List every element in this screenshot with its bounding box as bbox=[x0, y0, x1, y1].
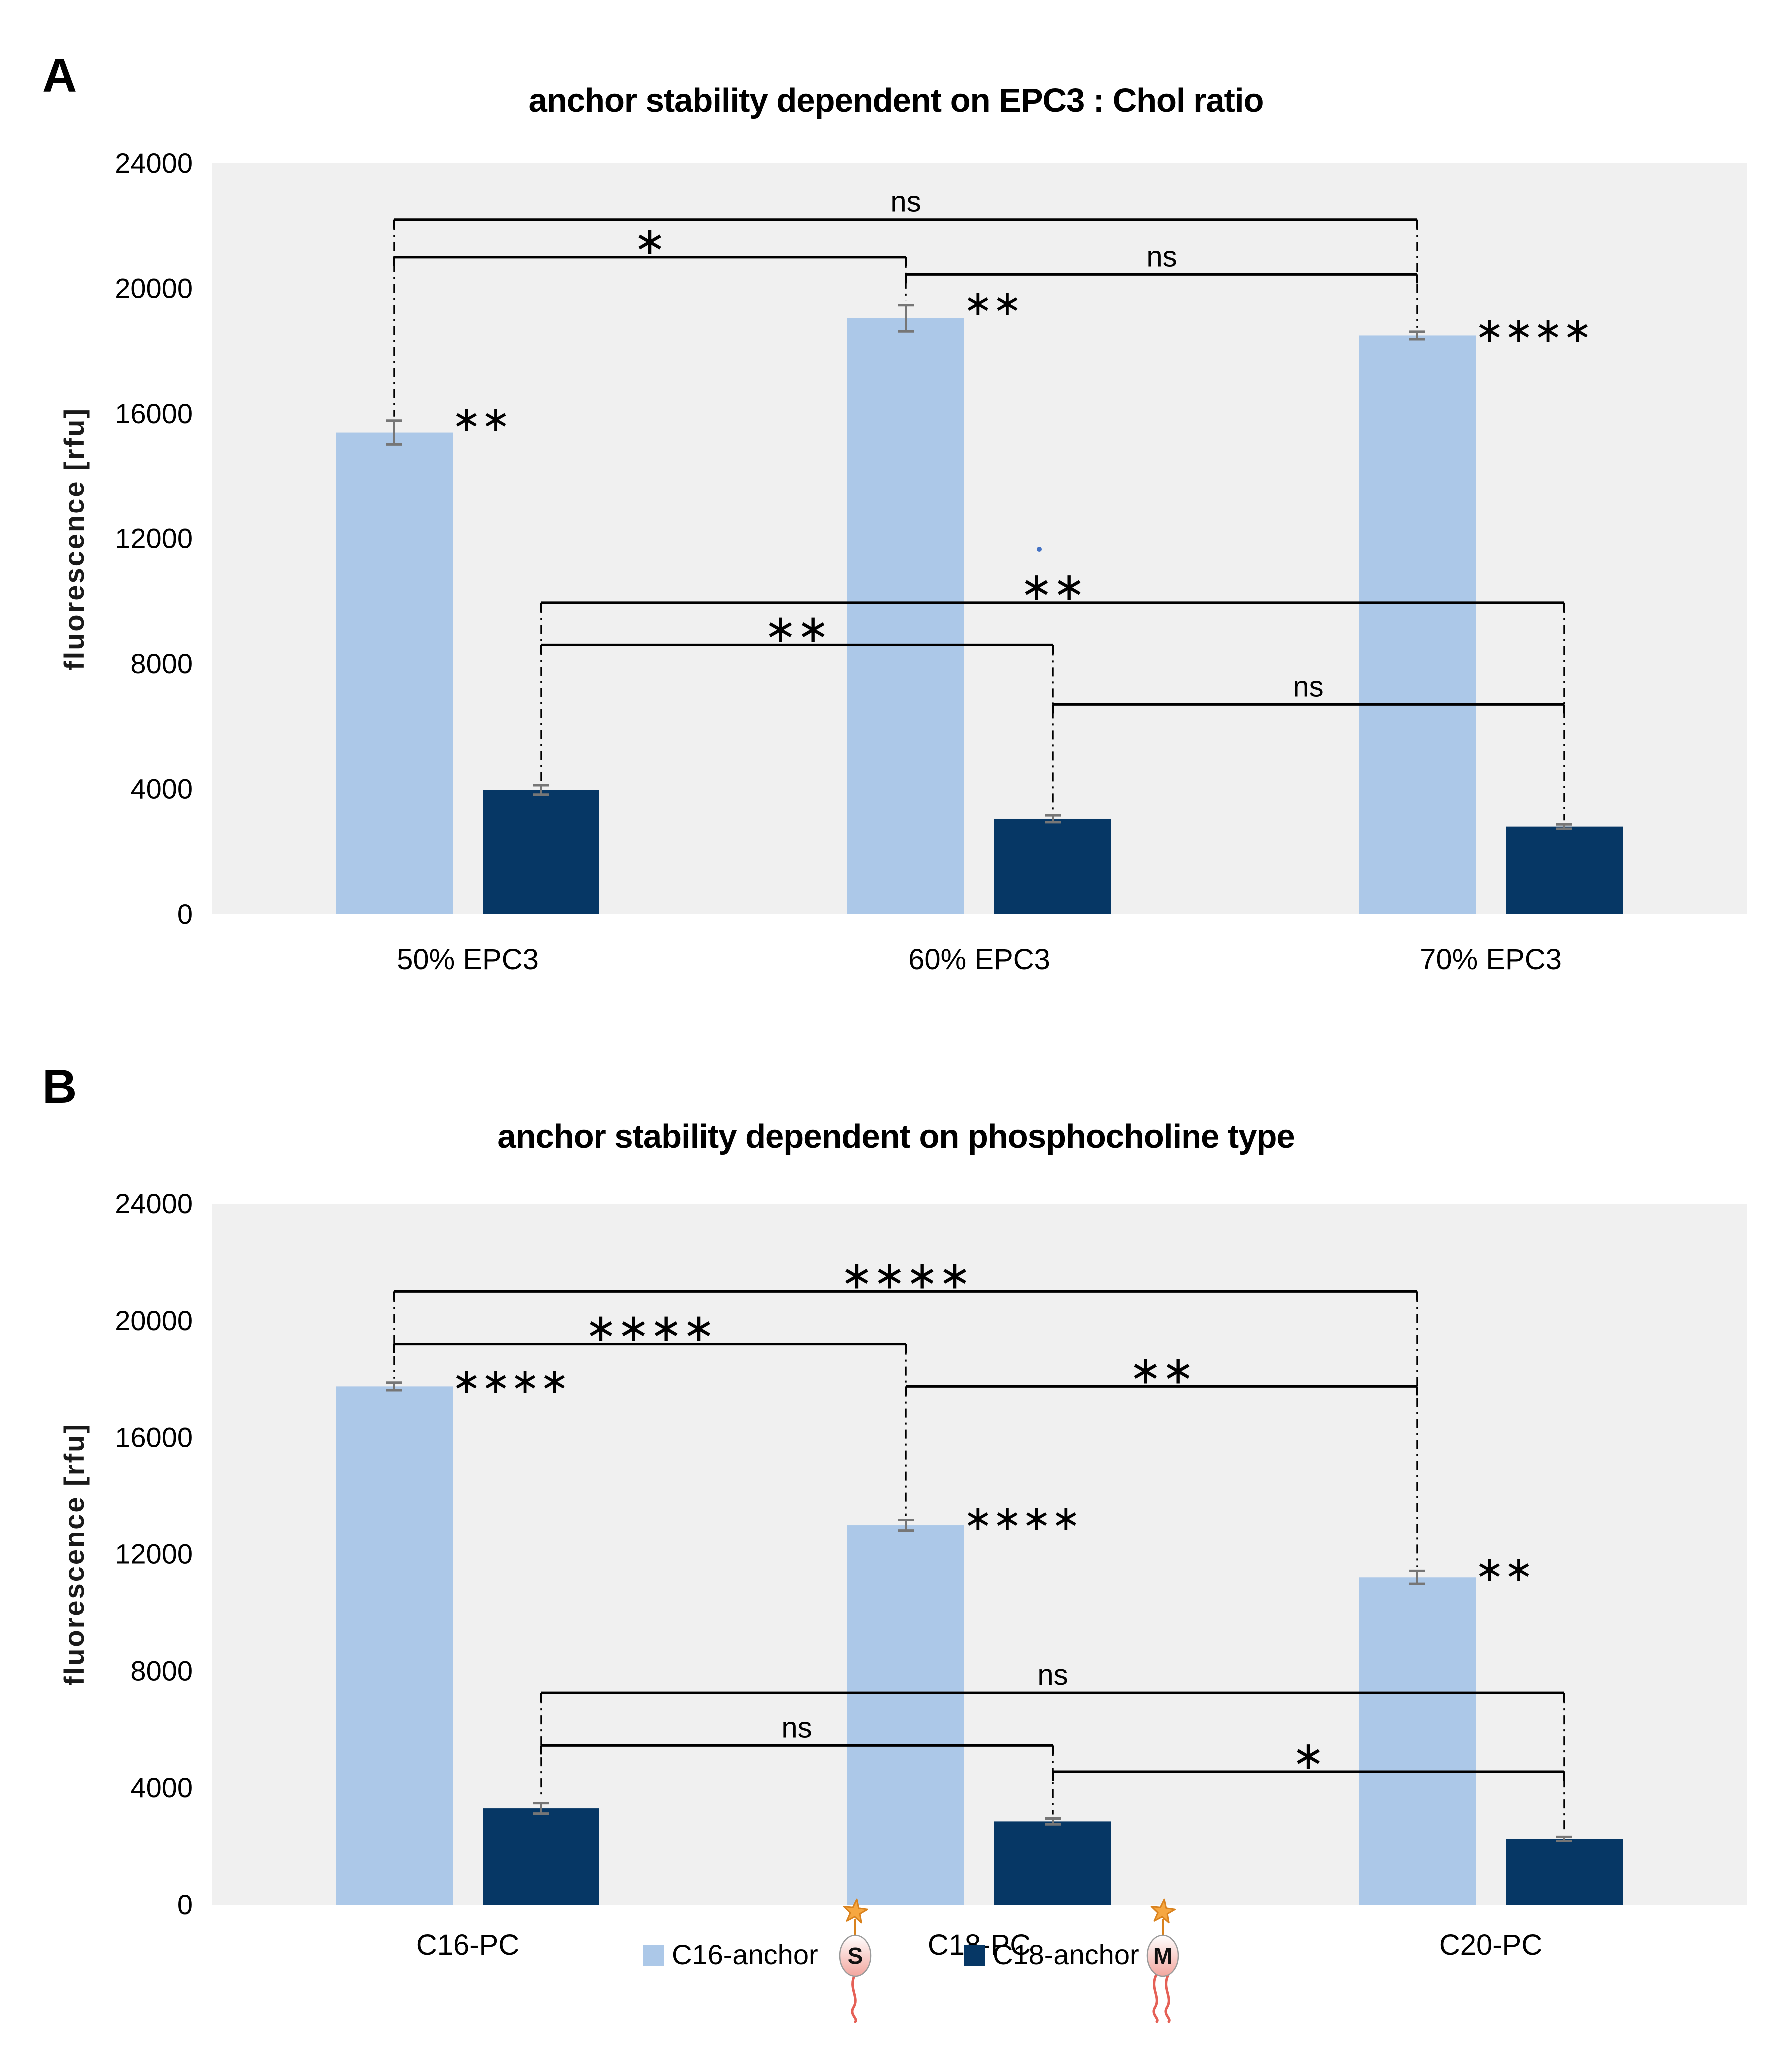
sig-bracket-label: ∗∗ bbox=[764, 606, 830, 651]
y-axis-label: fluorescence [rfu] bbox=[58, 1423, 90, 1686]
y-tick-label: 24000 bbox=[115, 1188, 193, 1219]
molecule-tail bbox=[1164, 1972, 1171, 2023]
panel-b-label: B bbox=[42, 1060, 77, 1113]
legend-swatch bbox=[643, 1945, 664, 1966]
y-tick-label: 16000 bbox=[115, 1422, 193, 1453]
molecule-body bbox=[839, 1934, 872, 1977]
category-label: 60% EPC3 bbox=[908, 943, 1050, 976]
bar-c16-anchor-1 bbox=[847, 318, 964, 914]
bar-sig-label: ∗∗∗∗ bbox=[1475, 309, 1592, 350]
bar-c18-anchor-1 bbox=[994, 818, 1111, 914]
y-tick-label: 24000 bbox=[115, 147, 193, 179]
bar-c18-anchor-1 bbox=[994, 1821, 1111, 1905]
category-label: C20-PC bbox=[1439, 1929, 1542, 1961]
sig-bracket-label: ∗ bbox=[1292, 1733, 1324, 1778]
panel-a-label: A bbox=[42, 49, 77, 102]
category-label: 50% EPC3 bbox=[397, 943, 539, 976]
y-tick-label: 16000 bbox=[115, 398, 193, 429]
sig-bracket-label: ∗∗ bbox=[1129, 1348, 1195, 1393]
category-label: 70% EPC3 bbox=[1420, 943, 1562, 976]
plot-area bbox=[212, 1204, 1747, 1905]
panel-b: B anchor stability dependent on phosphoc… bbox=[0, 1059, 1792, 2048]
panel-a: A anchor stability dependent on EPC3 : C… bbox=[42, 49, 1747, 976]
bar-c16-anchor-0 bbox=[336, 1386, 453, 1905]
sig-bracket-label: ns bbox=[1037, 1659, 1068, 1691]
bar-sig-label: ∗∗ bbox=[1475, 1548, 1533, 1589]
sig-bracket-label: ∗∗∗∗ bbox=[840, 1253, 971, 1298]
sig-bracket-label: ns bbox=[781, 1711, 812, 1744]
star-icon bbox=[1150, 1898, 1176, 1924]
legend-label: C18-anchor bbox=[993, 1939, 1139, 1970]
molecule-letter: M bbox=[1153, 1943, 1172, 1969]
y-tick-label: 4000 bbox=[130, 773, 193, 805]
bar-c18-anchor-0 bbox=[483, 1808, 599, 1905]
y-tick-label: 8000 bbox=[130, 648, 193, 679]
sig-bracket-label: ns bbox=[890, 186, 921, 218]
category-label: C16-PC bbox=[416, 1929, 519, 1961]
y-tick-label: 12000 bbox=[115, 1538, 193, 1570]
y-tick-label: 0 bbox=[177, 898, 193, 930]
panel-b-chart: 0 4000 8000 12000 16000 20000 24000 fluorescenc… bbox=[58, 1188, 1747, 2023]
y-axis-label: fluorescence [rfu] bbox=[58, 407, 90, 670]
m-molecule-icon: M bbox=[1146, 1898, 1179, 2023]
y-tick-label: 20000 bbox=[115, 1305, 193, 1336]
panel-a-chart-title: anchor stability dependent on EPC3 : Cho… bbox=[528, 82, 1264, 119]
star-icon bbox=[843, 1898, 868, 1924]
y-tick-label: 20000 bbox=[115, 273, 193, 304]
y-tick-label: 8000 bbox=[130, 1655, 193, 1686]
bar-sig-label: ∗∗∗∗ bbox=[963, 1498, 1081, 1538]
molecule-body bbox=[1146, 1934, 1179, 1977]
bar-c16-anchor-1 bbox=[847, 1525, 964, 1905]
s-molecule-icon: S bbox=[839, 1898, 872, 2023]
panel-b-chart-title: anchor stability dependent on phosphocho… bbox=[497, 1118, 1295, 1155]
y-tick-label: 0 bbox=[177, 1889, 193, 1920]
legend-swatch bbox=[964, 1945, 985, 1966]
y-tick-label: 4000 bbox=[130, 1772, 193, 1803]
molecule-tail bbox=[1152, 1972, 1159, 2023]
bar-c16-anchor-0 bbox=[336, 432, 453, 914]
sig-bracket-label: ∗∗∗∗ bbox=[585, 1306, 715, 1351]
panel-a-chart: 0 4000 8000 12000 16000 20000 24000 fluorescenc… bbox=[58, 147, 1747, 976]
bar-c16-anchor-2 bbox=[1359, 335, 1476, 914]
bar-c16-anchor-2 bbox=[1359, 1577, 1476, 1905]
y-tick-label: 12000 bbox=[115, 523, 193, 554]
sig-bracket-label: ns bbox=[1146, 240, 1177, 273]
molecule-letter: S bbox=[848, 1943, 863, 1969]
bar-sig-label: ∗∗ bbox=[963, 283, 1022, 324]
sig-bracket-label: ∗ bbox=[633, 219, 666, 264]
bar-c18-anchor-2 bbox=[1506, 1839, 1623, 1905]
sig-bracket-label: ∗∗ bbox=[1020, 564, 1086, 609]
molecule-tail bbox=[851, 1972, 857, 2023]
stray-dot bbox=[1037, 547, 1042, 552]
sig-bracket-label: ns bbox=[1293, 670, 1323, 703]
bar-c18-anchor-0 bbox=[483, 790, 599, 914]
bar-sig-label: ∗∗ bbox=[452, 398, 510, 439]
bar-sig-label: ∗∗∗∗ bbox=[452, 1360, 569, 1401]
bar-c18-anchor-2 bbox=[1506, 826, 1623, 914]
plot-area bbox=[212, 163, 1747, 914]
legend-label: C16-anchor bbox=[672, 1939, 818, 1970]
